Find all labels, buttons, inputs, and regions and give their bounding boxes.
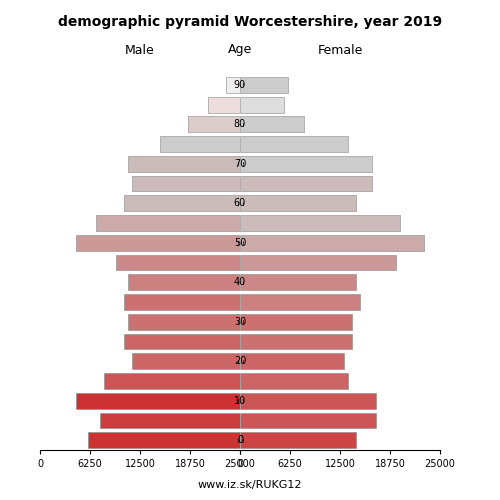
Bar [226, 77, 240, 93]
Bar [240, 334, 352, 349]
Bar [240, 393, 376, 408]
Bar [240, 373, 348, 389]
Bar [240, 432, 356, 448]
Text: 90: 90 [234, 80, 246, 90]
Bar [240, 196, 356, 211]
Text: 30: 30 [234, 316, 246, 326]
Text: 40: 40 [234, 277, 246, 287]
Bar [88, 432, 240, 448]
Text: 70: 70 [234, 159, 246, 169]
Bar [100, 412, 240, 428]
Bar [240, 156, 372, 172]
Bar [76, 235, 240, 250]
Bar [124, 334, 240, 349]
Text: Male: Male [125, 44, 155, 57]
Bar [240, 215, 400, 231]
Bar [128, 314, 240, 330]
Text: Age: Age [228, 44, 252, 57]
Bar [128, 274, 240, 290]
Bar [240, 235, 424, 250]
Bar [124, 196, 240, 211]
Text: demographic pyramid Worcestershire, year 2019: demographic pyramid Worcestershire, year… [58, 15, 442, 29]
Bar [76, 393, 240, 408]
Text: Female: Female [318, 44, 362, 57]
Text: 10: 10 [234, 396, 246, 406]
Bar [240, 116, 304, 132]
Text: 20: 20 [234, 356, 246, 366]
Bar [240, 254, 396, 270]
Bar [240, 354, 344, 369]
Bar [188, 116, 240, 132]
Bar [132, 176, 240, 192]
Text: 50: 50 [234, 238, 246, 248]
Bar [96, 215, 240, 231]
Text: 0: 0 [237, 435, 243, 445]
Text: 80: 80 [234, 120, 246, 130]
Bar [160, 136, 240, 152]
Bar [132, 354, 240, 369]
Text: 60: 60 [234, 198, 246, 208]
Bar [124, 294, 240, 310]
Bar [240, 314, 352, 330]
Bar [116, 254, 240, 270]
Bar [128, 156, 240, 172]
Bar [240, 96, 284, 112]
Bar [104, 373, 240, 389]
Text: www.iz.sk/RUKG12: www.iz.sk/RUKG12 [198, 480, 302, 490]
Bar [240, 136, 348, 152]
Bar [240, 412, 376, 428]
Bar [240, 274, 356, 290]
Bar [208, 96, 240, 112]
Bar [240, 294, 360, 310]
Bar [240, 176, 372, 192]
Bar [240, 77, 288, 93]
